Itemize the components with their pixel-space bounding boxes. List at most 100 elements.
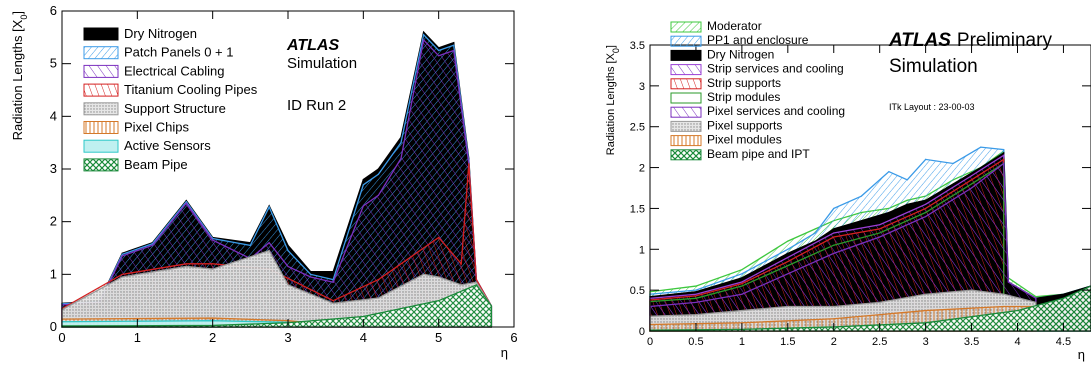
data-point-support-structure bbox=[438, 276, 440, 278]
data-point-moderator bbox=[814, 228, 816, 230]
data-point-support-structure bbox=[460, 284, 462, 286]
data-point-dry-nitrogen bbox=[925, 199, 927, 201]
legend-swatch-beam-pipe-and-ipt bbox=[670, 149, 702, 161]
series-area-support-structure bbox=[61, 249, 493, 328]
data-point-pixel-supports bbox=[1003, 293, 1005, 295]
data-point-pp1-and-enclosure bbox=[741, 273, 743, 275]
legend-label-dry-nitrogen: Dry Nitrogen bbox=[124, 26, 197, 41]
data-point-dry-nitrogen bbox=[814, 240, 816, 242]
data-point-support-structure bbox=[185, 265, 187, 268]
data-point-strip-supports bbox=[879, 228, 881, 230]
data-point-support-structure bbox=[121, 276, 123, 278]
data-point-electrical-cabling bbox=[400, 157, 402, 160]
data-point-pixel-services-and-cooling bbox=[741, 293, 743, 295]
chart-itk-layout: 0 0.5 1 1.5 2 2.5 3 3.5 4 4.5 0 0.5 1 1.5 2 2.5 3 3.5 η Rad… bbox=[605, 19, 1091, 362]
legend-swatch-titanium-cooling-pipes bbox=[83, 83, 119, 97]
data-point-support-structure bbox=[332, 302, 334, 304]
data-point-pixel-services-and-cooling bbox=[1007, 281, 1009, 283]
data-point-dry-nitrogen bbox=[438, 47, 440, 49]
legend-label-moderator: Moderator bbox=[707, 19, 762, 33]
y-tick-label: 1.5 bbox=[630, 203, 645, 215]
data-point-pixel-services-and-cooling bbox=[1035, 297, 1037, 299]
data-point-electrical-cabling bbox=[185, 202, 187, 204]
data-point-strip-services-and-cooling bbox=[695, 293, 697, 295]
data-point-patch-panels-0-1 bbox=[121, 253, 123, 255]
run-label: ID Run 2 bbox=[287, 97, 346, 114]
data-point-pixel-services-and-cooling bbox=[970, 187, 973, 189]
data-point-titanium-cooling-pipes bbox=[438, 236, 440, 239]
y-axis-label: Radiation Lengths [X0] bbox=[10, 11, 29, 140]
data-point-dry-nitrogen bbox=[787, 252, 789, 254]
data-point-electrical-cabling bbox=[377, 194, 379, 196]
data-point-pixel-services-and-cooling bbox=[925, 216, 927, 218]
data-point-patch-panels-0-1 bbox=[377, 173, 379, 175]
legend-label-pixel-chips: Pixel Chips bbox=[124, 120, 190, 135]
data-point-dry-nitrogen bbox=[1062, 293, 1065, 295]
data-point-dry-nitrogen bbox=[400, 136, 402, 138]
data-point-moderator bbox=[695, 285, 697, 287]
data-point-titanium-cooling-pipes bbox=[423, 247, 425, 249]
data-point-moderator bbox=[1035, 296, 1037, 298]
data-point-titanium-cooling-pipes bbox=[377, 279, 379, 281]
data-point-electrical-cabling bbox=[212, 239, 214, 241]
data-point-pixel-services-and-cooling bbox=[1003, 162, 1005, 165]
data-point-patch-panels-0-1 bbox=[423, 34, 425, 36]
y-tick-label: 4 bbox=[50, 108, 57, 123]
legend-swatch-pixel-chips bbox=[83, 121, 119, 134]
data-point-pixel-services-and-cooling bbox=[879, 236, 881, 238]
data-point-patch-panels-0-1 bbox=[362, 184, 364, 186]
legend-label-strip-modules: Strip modules bbox=[707, 90, 780, 104]
x-tick-label: 2 bbox=[831, 336, 837, 348]
data-point-strip-modules bbox=[695, 297, 697, 299]
data-point-pixel-modules bbox=[833, 318, 835, 320]
legend-swatch-beam-pipe bbox=[83, 158, 119, 172]
data-point-support-structure bbox=[475, 281, 477, 283]
data-point-electrical-cabling bbox=[332, 281, 334, 283]
x-tick-label: 0.5 bbox=[688, 336, 703, 348]
y-tick-label: 3.5 bbox=[630, 40, 645, 52]
data-point-pp1-and-enclosure bbox=[1003, 148, 1005, 151]
data-point-beam-pipe bbox=[490, 305, 492, 307]
data-point-pixel-services-and-cooling bbox=[833, 252, 835, 254]
y-tick-label: 5 bbox=[50, 56, 57, 71]
data-point-strip-supports bbox=[970, 179, 973, 181]
data-point-strip-services-and-cooling bbox=[833, 232, 835, 234]
legend-swatch-active-sensors bbox=[83, 139, 119, 153]
y-tick-label: 2.5 bbox=[630, 122, 645, 134]
y-tick-label: 0.5 bbox=[630, 285, 645, 297]
legend-label-pixel-services-and-cooling: Pixel services and cooling bbox=[707, 104, 845, 118]
data-point-titanium-cooling-pipes bbox=[460, 263, 462, 265]
legend-swatch-dry-nitrogen bbox=[83, 27, 119, 41]
data-point-dry-nitrogen bbox=[185, 200, 187, 202]
data-point-titanium-cooling-pipes bbox=[212, 263, 214, 265]
data-point-moderator bbox=[741, 269, 743, 271]
x-tick-label: 3 bbox=[923, 336, 929, 348]
data-point-titanium-cooling-pipes bbox=[468, 163, 470, 165]
data-point-electrical-cabling bbox=[121, 255, 123, 257]
data-point-dry-nitrogen bbox=[332, 271, 334, 273]
y-tick-label: 3 bbox=[639, 81, 645, 93]
data-point-pp1-and-enclosure bbox=[888, 171, 890, 173]
x-tick-label: 5 bbox=[435, 330, 442, 345]
legend-swatch-electrical-cabling bbox=[83, 64, 119, 78]
x-tick-label: 2 bbox=[209, 330, 216, 345]
data-point-patch-panels-0-1 bbox=[185, 201, 187, 203]
x-tick-label: 4 bbox=[360, 330, 367, 345]
x-tick-label: 1 bbox=[739, 336, 745, 348]
data-point-dry-nitrogen bbox=[952, 183, 954, 185]
y-tick-label: 2 bbox=[639, 163, 645, 175]
data-point-dry-nitrogen bbox=[310, 271, 312, 273]
data-point-electrical-cabling bbox=[151, 244, 153, 246]
data-point-strip-services-and-cooling bbox=[741, 281, 743, 283]
legend-swatch-support-structure bbox=[83, 102, 119, 116]
legend-label-active-sensors: Active Sensors bbox=[124, 138, 211, 153]
data-point-strip-modules bbox=[970, 183, 973, 185]
data-point-support-structure bbox=[377, 297, 379, 299]
data-point-pixel-supports bbox=[925, 293, 927, 295]
data-point-electrical-cabling bbox=[268, 242, 270, 244]
x-tick-label: 3.5 bbox=[964, 336, 979, 348]
x-tick-label: 0 bbox=[647, 336, 653, 348]
data-point-beam-pipe bbox=[438, 300, 440, 302]
data-point-dry-nitrogen bbox=[1003, 152, 1005, 154]
